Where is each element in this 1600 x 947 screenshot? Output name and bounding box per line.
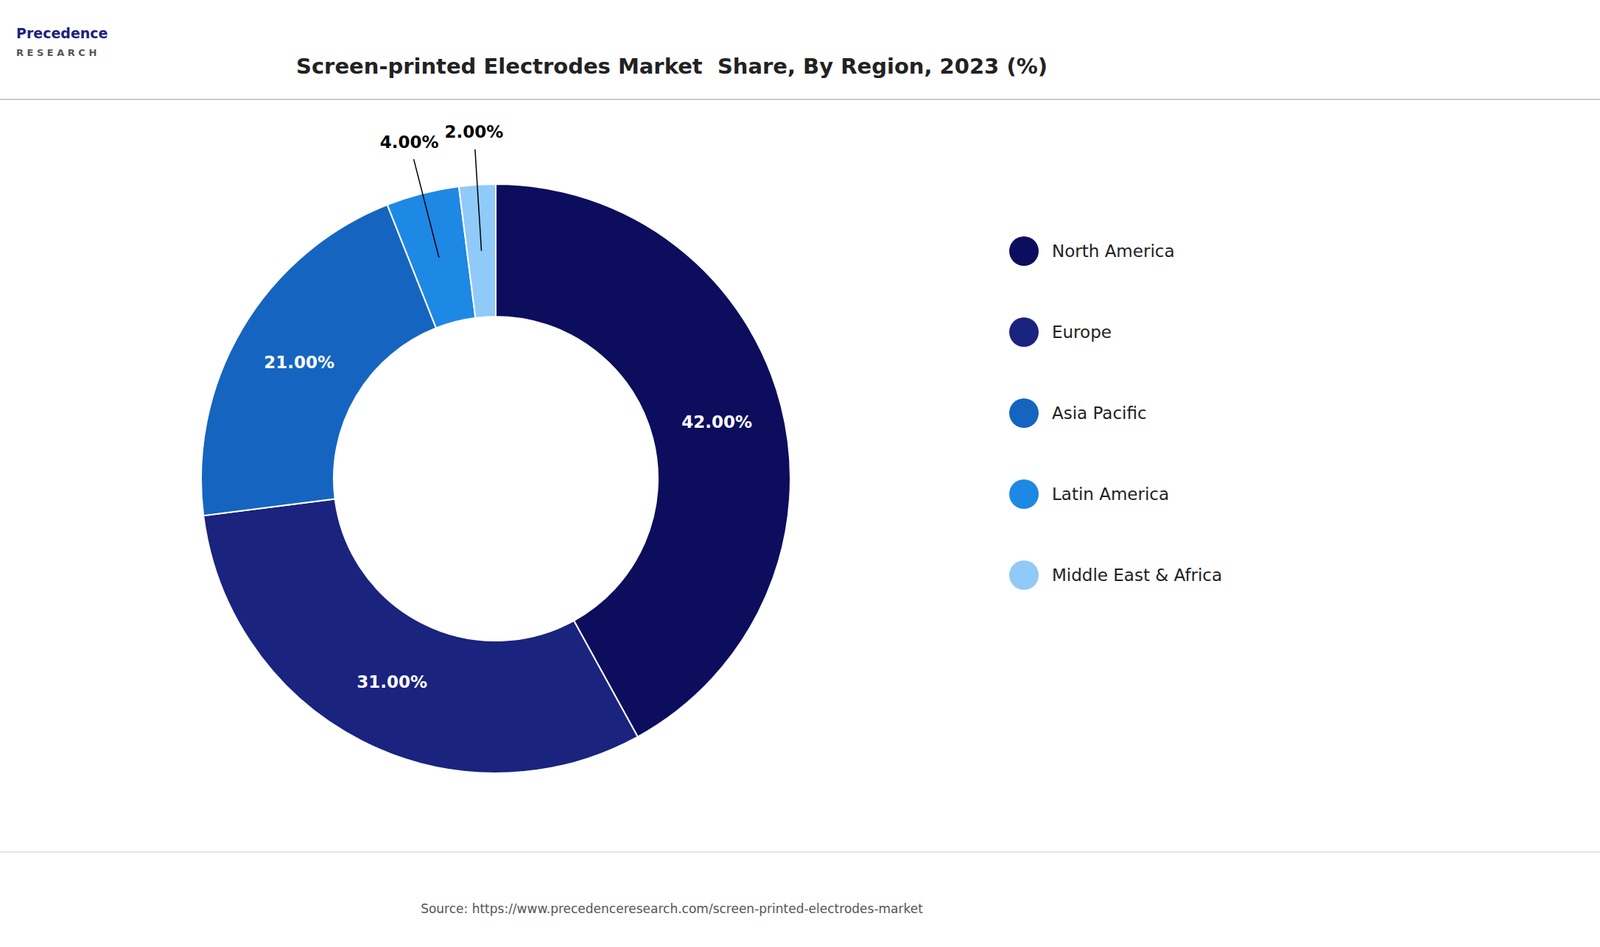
title: Screen-printed Electrodes Market Share, … [296, 53, 1048, 79]
data-label: 2.00% [444, 122, 504, 142]
legend: North America Europe Asia Pacific Latin Ame… [1009, 236, 1223, 591]
chart: Precedence R E S E A R C H Screen-printed … [0, 0, 1600, 947]
legend-swatch [1009, 398, 1039, 428]
divider [0, 98, 1600, 101]
data-labels: 42.00% 31.00% 21.00% 4.00%2.00% [263, 122, 753, 692]
leader-line [475, 149, 482, 252]
legend-label: Asia Pacific [1051, 403, 1147, 423]
slices [201, 184, 791, 774]
slice [458, 184, 496, 319]
logo-subtext: R E S E A R C H [16, 47, 97, 59]
divider [0, 852, 1600, 854]
legend-swatch [1009, 479, 1039, 510]
logo-text: Precedence [16, 25, 109, 42]
legend-label: Europe [1051, 322, 1112, 342]
legend-swatch [1009, 236, 1039, 266]
data-label: 31.00% [356, 672, 428, 692]
slice [203, 499, 638, 774]
source-text: Source: https://www.precedenceresearch.c… [420, 901, 924, 917]
slice [201, 204, 437, 516]
leader-line [413, 159, 440, 258]
legend-label: Latin America [1051, 484, 1170, 504]
legend-swatch [1009, 317, 1039, 347]
data-label: 42.00% [681, 412, 753, 432]
legend-label: North America [1051, 241, 1175, 261]
data-label: 4.00% [380, 132, 440, 152]
background [0, 0, 1600, 947]
legend-swatch [1009, 560, 1039, 591]
data-label: 21.00% [263, 352, 335, 373]
legend-label: Middle East & Africa [1051, 565, 1223, 585]
